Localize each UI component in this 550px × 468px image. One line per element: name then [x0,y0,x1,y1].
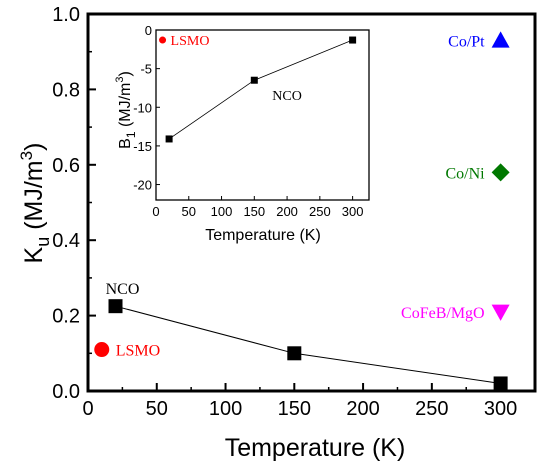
inset-series-label: LSMO [171,34,210,49]
inset-x-tick-label: 200 [276,204,298,219]
main-x-tick-label: 0 [82,398,93,420]
inset-x-tick-label: 100 [211,204,233,219]
inset-x-tick-label: 50 [182,204,196,219]
inset-data-point [250,76,258,84]
series-cofeb-mgo: CoFeB/MgO [401,304,510,322]
data-point [491,163,510,182]
data-point [491,304,510,321]
inset-data-point [165,135,173,143]
data-point [94,342,110,358]
inset-data-point [159,36,167,44]
series-lsmo: LSMO [94,342,160,360]
main-x-tick-label: 150 [278,398,311,420]
series-label: Co/Pt [448,33,485,50]
main-x-tick-label: 200 [346,398,379,420]
data-point [108,299,123,314]
inset-y-tick-label: -15 [133,139,152,154]
svg-text:Ku (MJ/m3): Ku (MJ/m3) [17,143,53,264]
main-y-tick-label: 0.6 [52,155,80,177]
main-x-tick-label: 50 [146,398,168,420]
inset-y-tick-label: -20 [133,178,152,193]
main-y-tick-label: 0.2 [52,306,80,328]
inset-series-lsmo: LSMO [159,34,209,49]
main-y-tick-label: 0.4 [52,230,80,252]
inset-x-tick-label: 150 [243,204,265,219]
data-point [493,376,508,391]
series-label: NCO [106,281,140,298]
main-y-axis-label: Ku (MJ/m3) [17,143,53,264]
inset-series-nco: NCO [165,36,357,143]
series-label: LSMO [116,343,160,360]
series-label: Co/Ni [445,165,485,182]
main-y-tick-label: 0.8 [52,79,80,101]
inset-data-point [349,36,357,44]
inset-y-tick-label: 0 [145,23,152,38]
inset-plot-frame [155,29,370,201]
data-point [491,31,510,48]
main-y-tick-label: 1.0 [52,4,80,26]
inset-series-label: NCO [272,89,302,104]
series-co-pt: Co/Pt [448,31,510,50]
main-y-tick-label: 0.0 [52,381,80,403]
inset-x-tick-label: 250 [309,204,331,219]
series-co-ni: Co/Ni [445,163,510,182]
inset-y-tick-label: -10 [133,100,152,115]
main-x-axis-label: Temperature (K) [225,434,406,462]
main-x-tick-label: 100 [209,398,242,420]
main-x-tick-label: 250 [415,398,448,420]
series-nco: NCO [106,281,508,391]
inset-x-tick-label: 300 [342,204,364,219]
series-label: CoFeB/MgO [401,305,485,322]
main-x-tick-label: 300 [484,398,517,420]
inset-x-tick-label: 0 [152,204,159,219]
inset-x-axis-label: Temperature (K) [205,227,321,244]
inset-y-tick-label: -5 [140,62,152,77]
data-point [287,346,302,361]
